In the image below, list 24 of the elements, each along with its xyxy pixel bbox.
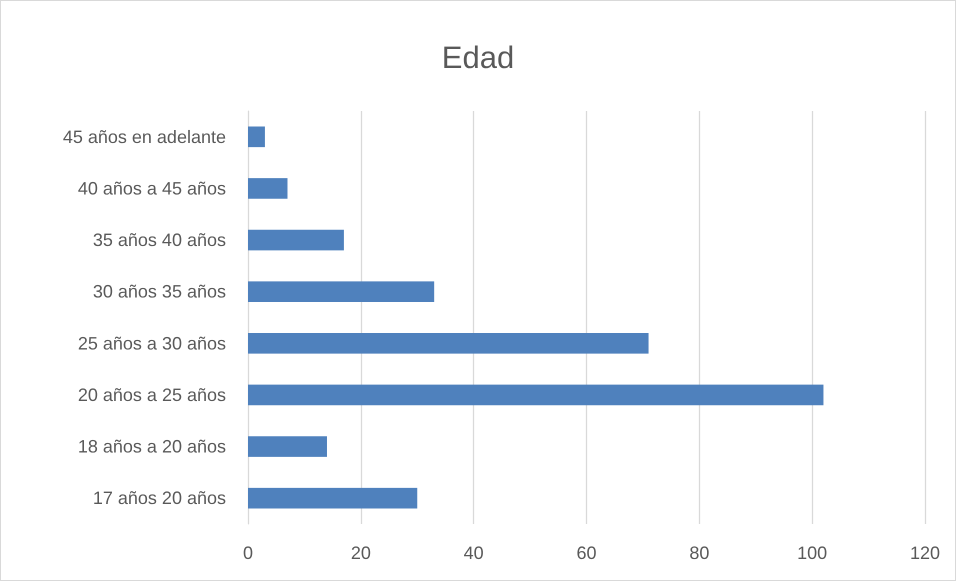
y-tick-label: 17 años 20 años xyxy=(92,488,226,508)
y-tick-label: 18 años a 20 años xyxy=(78,436,226,457)
bar xyxy=(248,384,824,406)
y-tick-label: 45 años en adelante xyxy=(62,126,226,147)
chart-title: Edad xyxy=(442,40,514,75)
x-tick-label: 60 xyxy=(576,543,597,563)
x-tick-label: 100 xyxy=(797,543,828,563)
y-tick-label: 30 años 35 años xyxy=(92,282,226,302)
bar xyxy=(248,126,265,148)
bar xyxy=(248,230,344,250)
y-tick-label: 40 años a 45 años xyxy=(78,178,226,198)
x-tick-label: 80 xyxy=(689,543,710,563)
y-tick-label: 35 años 40 años xyxy=(92,230,226,250)
y-tick-label: 20 años a 25 años xyxy=(78,384,226,405)
x-tick-label: 20 xyxy=(350,543,371,563)
x-tick-label: 0 xyxy=(242,543,254,563)
bar xyxy=(248,332,649,354)
x-tick-label: 40 xyxy=(464,543,484,563)
bar xyxy=(248,436,327,457)
y-tick-label: 25 años a 30 años xyxy=(78,333,226,354)
x-tick-label: 120 xyxy=(910,543,940,563)
bar xyxy=(248,178,288,199)
bar xyxy=(248,488,418,509)
bar xyxy=(248,281,434,302)
